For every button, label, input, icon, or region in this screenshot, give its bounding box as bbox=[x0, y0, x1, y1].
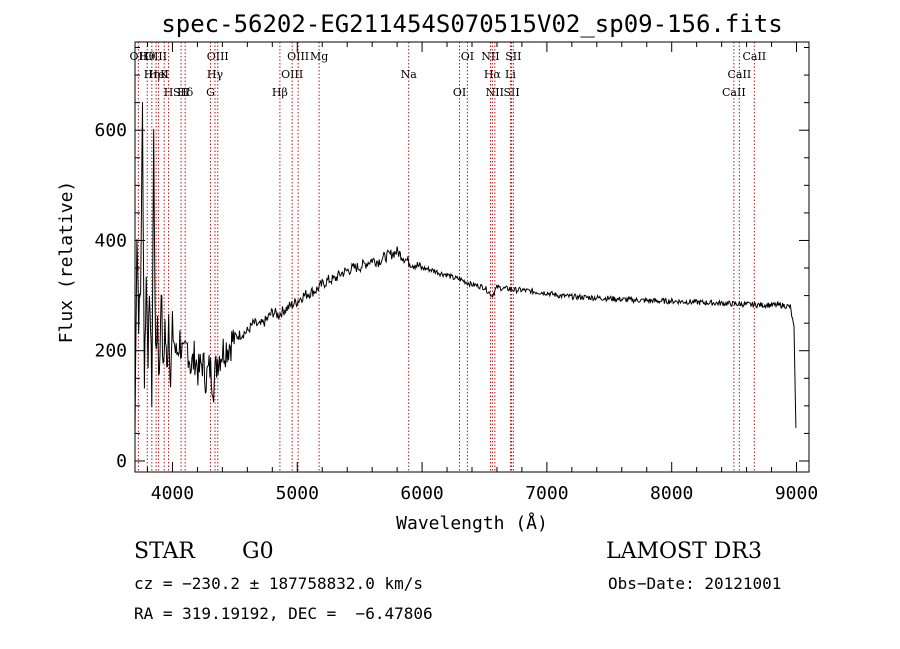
marker-label: Na bbox=[401, 68, 418, 81]
marker-label: CaII bbox=[742, 50, 766, 63]
marker-label: Hβ bbox=[272, 86, 288, 99]
obs-date: Obs−Date: 20121001 bbox=[608, 574, 782, 593]
marker-label: Mg bbox=[310, 50, 328, 63]
marker-label: OIII bbox=[207, 50, 229, 63]
marker-label: OIII bbox=[281, 68, 303, 81]
marker-label: CaII bbox=[728, 68, 752, 81]
x-tick-label: 8000 bbox=[650, 483, 693, 504]
x-tick-label: 5000 bbox=[276, 483, 319, 504]
marker-label: NII bbox=[486, 86, 504, 99]
x-tick-label: 6000 bbox=[400, 483, 443, 504]
marker-label: OIII bbox=[287, 50, 309, 63]
marker-label: H bbox=[164, 86, 174, 99]
object-subclass: G0 bbox=[242, 539, 274, 564]
marker-label: SII bbox=[503, 86, 519, 99]
plot-frame bbox=[134, 41, 810, 473]
marker-label: NII bbox=[481, 50, 499, 63]
marker-label: OIII bbox=[145, 50, 167, 63]
marker-label: Hγ bbox=[207, 68, 224, 81]
x-tick-label: 4000 bbox=[151, 483, 194, 504]
spectrum-series bbox=[134, 102, 797, 434]
x-tick-label: 7000 bbox=[525, 483, 568, 504]
redshift-info: cz = −230.2 ± 187758832.0 km/s bbox=[134, 574, 423, 593]
object-class: STAR bbox=[134, 539, 195, 564]
marker-label: G bbox=[206, 86, 215, 99]
y-axis-label: Flux (relative) bbox=[56, 181, 77, 344]
spectrum-line bbox=[134, 102, 797, 434]
y-tick-label: 0 bbox=[116, 451, 127, 472]
chart-title: spec-56202-EG211454S070515V02_sp09-156.f… bbox=[161, 10, 782, 38]
y-tick-label: 200 bbox=[94, 341, 127, 362]
x-axis-label: Wavelength (Å) bbox=[396, 512, 548, 534]
marker-label: Hη bbox=[144, 68, 160, 81]
marker-label: K bbox=[160, 68, 169, 81]
marker-label: OI bbox=[461, 50, 474, 63]
y-tick-label: 600 bbox=[94, 120, 127, 141]
x-tick-label: 9000 bbox=[775, 483, 818, 504]
survey-name: LAMOST DR3 bbox=[606, 539, 762, 564]
marker-label: OII bbox=[130, 50, 148, 63]
y-tick-label: 400 bbox=[94, 230, 127, 251]
marker-label: CaII bbox=[722, 86, 746, 99]
coordinates: RA = 319.19192, DEC = −6.47806 bbox=[134, 604, 433, 623]
marker-label: SII bbox=[505, 50, 521, 63]
marker-label: Li bbox=[505, 68, 516, 81]
spectral-line-markers: HθKHδOIIHeISIIOIIIHηHOIIIHγGOIIIOIIIHβMg… bbox=[130, 42, 766, 472]
marker-label: OI bbox=[453, 86, 466, 99]
axes: 4000 5000 6000 7000 8000 9000 0 200 400 600 bbox=[94, 42, 818, 504]
marker-label: HeI bbox=[148, 68, 168, 81]
marker-label: Hα bbox=[484, 68, 502, 81]
marker-label: SII bbox=[173, 86, 189, 99]
